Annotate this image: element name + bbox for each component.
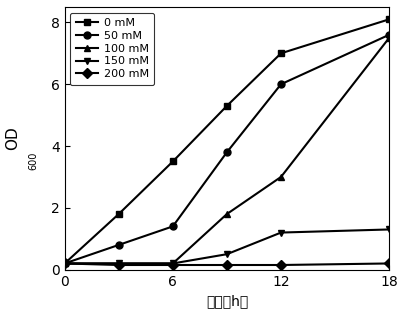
Text: OD: OD: [5, 126, 20, 150]
150 mM: [387, 227, 392, 231]
0 mM: [387, 17, 392, 21]
200 mM: [62, 261, 67, 265]
150 mM: [116, 261, 121, 265]
150 mM: [224, 252, 229, 256]
100 mM: [116, 261, 121, 265]
150 mM: [62, 261, 67, 265]
Text: 600: 600: [29, 152, 39, 170]
Line: 150 mM: 150 mM: [61, 226, 393, 267]
200 mM: [171, 263, 175, 267]
Line: 100 mM: 100 mM: [61, 34, 393, 267]
200 mM: [116, 263, 121, 267]
50 mM: [62, 261, 67, 265]
0 mM: [116, 212, 121, 216]
100 mM: [387, 36, 392, 40]
100 mM: [224, 212, 229, 216]
100 mM: [62, 261, 67, 265]
200 mM: [279, 263, 284, 267]
0 mM: [62, 261, 67, 265]
200 mM: [224, 263, 229, 267]
150 mM: [171, 261, 175, 265]
X-axis label: 时间（h）: 时间（h）: [206, 294, 248, 308]
Line: 200 mM: 200 mM: [61, 260, 393, 268]
50 mM: [387, 33, 392, 37]
Line: 0 mM: 0 mM: [61, 16, 393, 267]
100 mM: [171, 261, 175, 265]
Line: 50 mM: 50 mM: [61, 31, 393, 267]
50 mM: [171, 225, 175, 228]
150 mM: [279, 231, 284, 234]
50 mM: [224, 150, 229, 154]
100 mM: [279, 175, 284, 179]
Legend: 0 mM, 50 mM, 100 mM, 150 mM, 200 mM: 0 mM, 50 mM, 100 mM, 150 mM, 200 mM: [70, 13, 154, 85]
0 mM: [224, 104, 229, 108]
50 mM: [116, 243, 121, 247]
50 mM: [279, 82, 284, 86]
0 mM: [171, 160, 175, 163]
200 mM: [387, 261, 392, 265]
0 mM: [279, 51, 284, 55]
